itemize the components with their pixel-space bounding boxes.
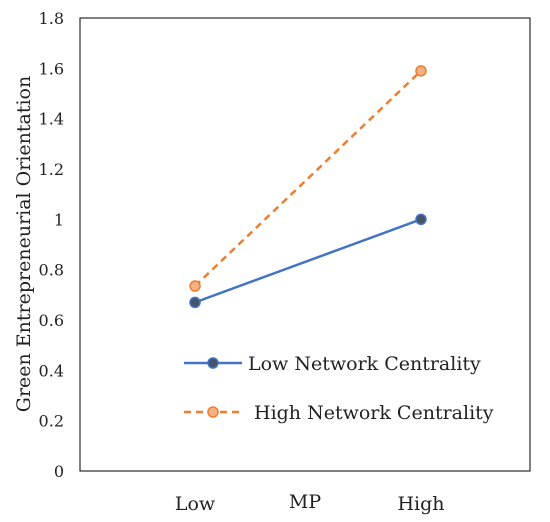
x-tick-label: High — [397, 493, 444, 515]
y-tick-label: 1.6 — [39, 59, 64, 78]
y-tick-label: 0.6 — [39, 311, 64, 330]
series-line-low-network-centrality — [194, 218, 422, 304]
y-tick-labels: 0 0.2 0.4 0.6 0.8 1 1.2 1.4 1.6 1.8 — [39, 9, 64, 481]
x-axis-label: MP — [289, 491, 321, 513]
data-point-low-network-centrality-low — [189, 296, 201, 309]
plot-area-frame — [79, 17, 531, 472]
y-tick-label: 1 — [54, 210, 64, 229]
data-point-high-network-centrality-low — [189, 280, 201, 292]
y-tick-label: 0.4 — [39, 361, 64, 380]
y-tick-label: 1.4 — [39, 110, 64, 129]
series-lines — [189, 65, 427, 309]
legend-label-low-network-centrality: Low Network Centrality — [248, 353, 481, 375]
y-axis-label: Green Entrepreneurial Orientation — [13, 76, 35, 412]
x-tick-labels: Low High — [175, 493, 445, 515]
legend-marker-low-network-centrality — [207, 357, 219, 369]
data-point-low-network-centrality-high — [415, 213, 427, 226]
y-tick-label: 0.2 — [39, 412, 64, 431]
y-tick-label: 0 — [54, 462, 64, 481]
data-point-high-network-centrality-high — [415, 65, 427, 77]
y-tick-label: 1.2 — [39, 160, 64, 179]
x-tick-label: Low — [175, 493, 216, 515]
legend-marker-high-network-centrality — [207, 406, 219, 418]
y-tick-label: 1.8 — [39, 9, 64, 28]
series-line-high-network-centrality — [194, 69, 422, 287]
legend-label-high-network-centrality: High Network Centrality — [254, 402, 494, 424]
y-tick-label: 0.8 — [39, 261, 64, 280]
legend: Low Network Centrality High Network Cent… — [184, 353, 494, 424]
